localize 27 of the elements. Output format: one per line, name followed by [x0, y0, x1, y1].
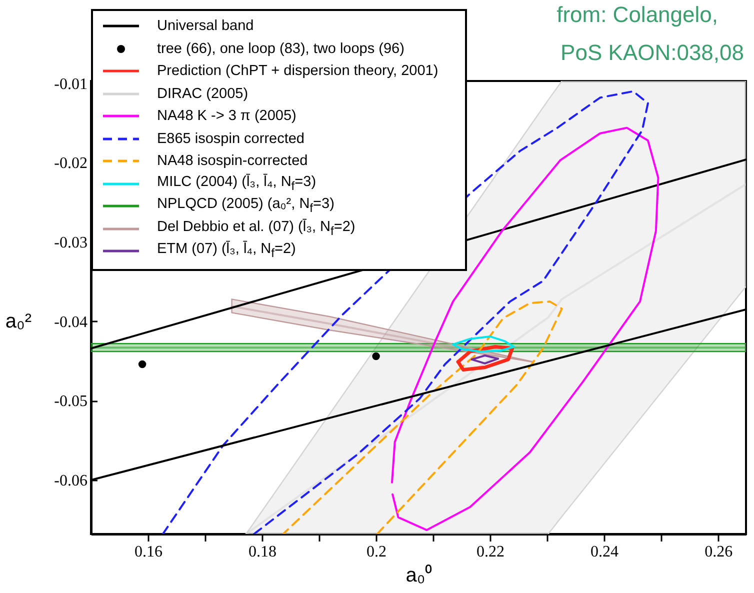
y-tick-label: -0.04 — [54, 314, 88, 331]
y-tick-label: -0.03 — [54, 234, 88, 252]
y-tick-label: -0.02 — [54, 155, 88, 172]
legend-label: Del Debbio et al. (07) (l̄₃, N$_{f}$=2) — [157, 218, 356, 240]
x-tick-label: 0.24 — [590, 544, 619, 560]
y-axis-title: a₀² — [5, 310, 32, 332]
y-tick-label: -0.01 — [54, 76, 88, 93]
legend-label: DIRAC (2005) — [157, 84, 248, 104]
legend-label: E865 isospin corrected — [157, 130, 304, 149]
legend-label: tree (66), one loop (83), two loops (96) — [157, 40, 404, 59]
legend-label: NPLQCD (2005) (a₀², N$_{f}$=3) — [157, 195, 334, 218]
legend-label: NA48 isospin-corrected — [157, 152, 308, 172]
text: from: Colangelo, — [556, 2, 718, 28]
legend-label: NA48 K -> 3 π (2005) — [157, 107, 296, 126]
y-tick-label: -0.06 — [54, 472, 88, 490]
legend-label: Universal band — [157, 17, 254, 36]
legend-label: Prediction (ChPT + dispersion theory, 2001) — [157, 62, 438, 82]
x-tick-label: 0.2 — [366, 544, 387, 560]
x-tick-label: 0.26 — [704, 544, 733, 560]
text: PoS KAON:038,08 — [560, 40, 744, 66]
y-tick-label: -0.05 — [54, 393, 88, 410]
legend-label: MILC (2004) (l̄₃, l̄₄, N$_{f}$=3) — [157, 172, 316, 195]
x-tick-label: 0.18 — [248, 544, 277, 560]
x-tick-label: 0.16 — [134, 544, 163, 560]
legend-label: ETM (07) (l̄₃, l̄₄, N$_{f}$=2) — [157, 240, 296, 262]
x-tick-label: 0.22 — [476, 544, 505, 560]
x-axis-title: a₀⁰ — [406, 564, 432, 586]
